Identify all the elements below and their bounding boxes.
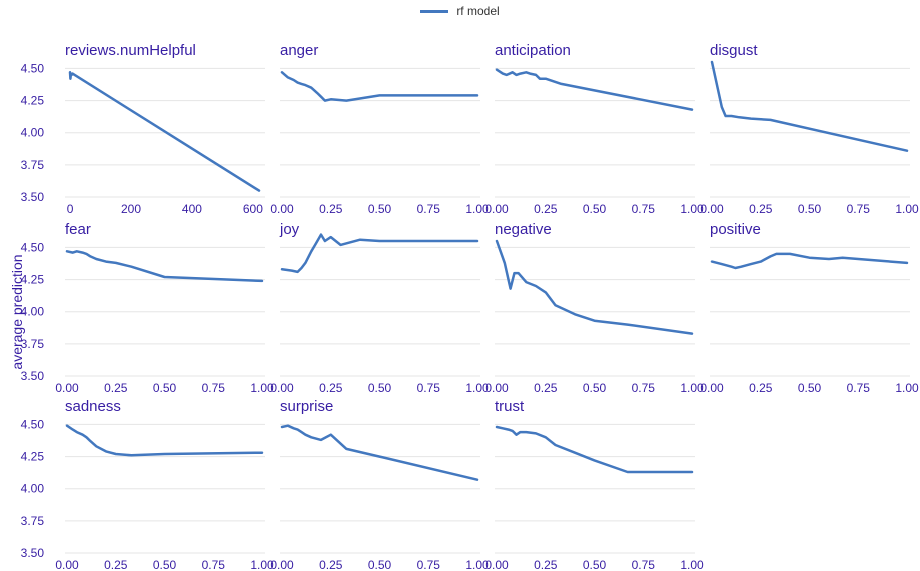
x-tick-label: 0.75 (632, 558, 656, 571)
x-tick-label: 0.25 (319, 381, 343, 395)
x-tick-label: 0.50 (368, 381, 392, 395)
series-line (280, 233, 479, 274)
series-line (65, 424, 264, 457)
x-tick-label: 1.00 (895, 381, 919, 395)
x-tick-label: 400 (182, 202, 202, 216)
x-tick-label: 1.00 (465, 558, 489, 571)
series-line (495, 68, 694, 111)
x-tick-label: 0.75 (632, 381, 656, 395)
panel-title: reviews.numHelpful (65, 42, 196, 59)
x-tick-label: 1.00 (465, 202, 489, 216)
x-tick-label: 0.50 (583, 381, 607, 395)
x-tick-label: 0.00 (700, 381, 724, 395)
x-tick-label: 0.75 (632, 202, 656, 216)
x-tick-label: 0.25 (319, 558, 343, 571)
x-tick-label: 0.25 (749, 381, 773, 395)
x-tick-label: 1.00 (465, 381, 489, 395)
panel-title: positive (710, 221, 761, 238)
x-tick-label: 0 (67, 202, 74, 216)
x-tick-label: 0.00 (270, 202, 294, 216)
x-tick-label: 0.00 (55, 558, 79, 571)
x-tick-label: 200 (121, 202, 141, 216)
series-line (65, 250, 264, 283)
panel-title: negative (495, 221, 552, 238)
x-tick-label: 1.00 (895, 202, 919, 216)
series-line (68, 71, 261, 192)
panel-title: trust (495, 398, 525, 415)
x-tick-label: 0.25 (534, 381, 558, 395)
x-tick-label: 0.25 (319, 202, 343, 216)
y-tick-label: 3.50 (21, 369, 45, 383)
x-tick-label: 0.00 (700, 202, 724, 216)
x-tick-label: 0.75 (202, 558, 226, 571)
x-tick-label: 0.00 (270, 558, 294, 571)
panel-title: surprise (280, 398, 333, 415)
panel-title: joy (279, 221, 300, 238)
series-line (280, 71, 479, 102)
x-tick-label: 1.00 (680, 381, 704, 395)
x-tick-label: 0.75 (202, 381, 226, 395)
x-tick-label: 600 (243, 202, 263, 216)
x-tick-label: 0.00 (55, 381, 79, 395)
y-tick-label: 3.50 (21, 546, 45, 560)
x-tick-label: 0.50 (583, 202, 607, 216)
x-tick-label: 0.00 (485, 202, 509, 216)
x-tick-label: 0.00 (485, 381, 509, 395)
x-tick-label: 0.25 (534, 558, 558, 571)
x-tick-label: 0.75 (417, 202, 441, 216)
y-tick-label: 4.50 (21, 240, 45, 254)
y-tick-label: 4.25 (21, 94, 45, 108)
x-tick-label: 0.50 (153, 381, 177, 395)
legend: rf model (0, 4, 920, 18)
y-tick-label: 3.75 (21, 158, 45, 172)
panel-title: anger (280, 42, 318, 59)
y-axis-title: average prediction (9, 254, 25, 369)
x-tick-label: 0.50 (368, 558, 392, 571)
y-tick-label: 4.50 (21, 61, 45, 75)
legend-label: rf model (456, 4, 500, 18)
panel-title: fear (65, 221, 91, 238)
x-tick-label: 0.75 (847, 202, 871, 216)
panel-title: disgust (710, 42, 758, 59)
x-tick-label: 0.75 (417, 381, 441, 395)
y-tick-label: 3.75 (21, 337, 45, 351)
x-tick-label: 0.25 (534, 202, 558, 216)
series-line (495, 425, 694, 474)
panel-title: anticipation (495, 42, 571, 59)
series-line (280, 424, 479, 481)
x-tick-label: 1.00 (250, 558, 274, 571)
y-tick-label: 4.25 (21, 273, 45, 287)
y-tick-label: 3.75 (21, 514, 45, 528)
series-line (710, 60, 909, 152)
x-tick-label: 0.50 (153, 558, 177, 571)
x-tick-label: 0.25 (104, 381, 128, 395)
x-tick-label: 0.75 (847, 381, 871, 395)
y-tick-label: 4.00 (21, 305, 45, 319)
y-tick-label: 3.50 (21, 190, 45, 204)
x-tick-label: 0.50 (798, 381, 822, 395)
x-tick-label: 1.00 (250, 381, 274, 395)
x-tick-label: 0.00 (485, 558, 509, 571)
x-tick-label: 0.75 (417, 558, 441, 571)
x-tick-label: 0.25 (749, 202, 773, 216)
series-line (710, 252, 909, 270)
x-tick-label: 0.50 (368, 202, 392, 216)
x-tick-label: 1.00 (680, 558, 704, 571)
panel-title: sadness (65, 398, 121, 415)
x-tick-label: 0.25 (104, 558, 128, 571)
y-tick-label: 4.25 (21, 450, 45, 464)
y-tick-label: 4.00 (21, 126, 45, 140)
x-tick-label: 1.00 (680, 202, 704, 216)
x-tick-label: 0.00 (270, 381, 294, 395)
series-line (495, 239, 694, 335)
x-tick-label: 0.50 (583, 558, 607, 571)
legend-swatch (420, 10, 449, 14)
y-tick-label: 4.00 (21, 482, 45, 496)
y-tick-label: 4.50 (21, 417, 45, 431)
x-tick-label: 0.50 (798, 202, 822, 216)
